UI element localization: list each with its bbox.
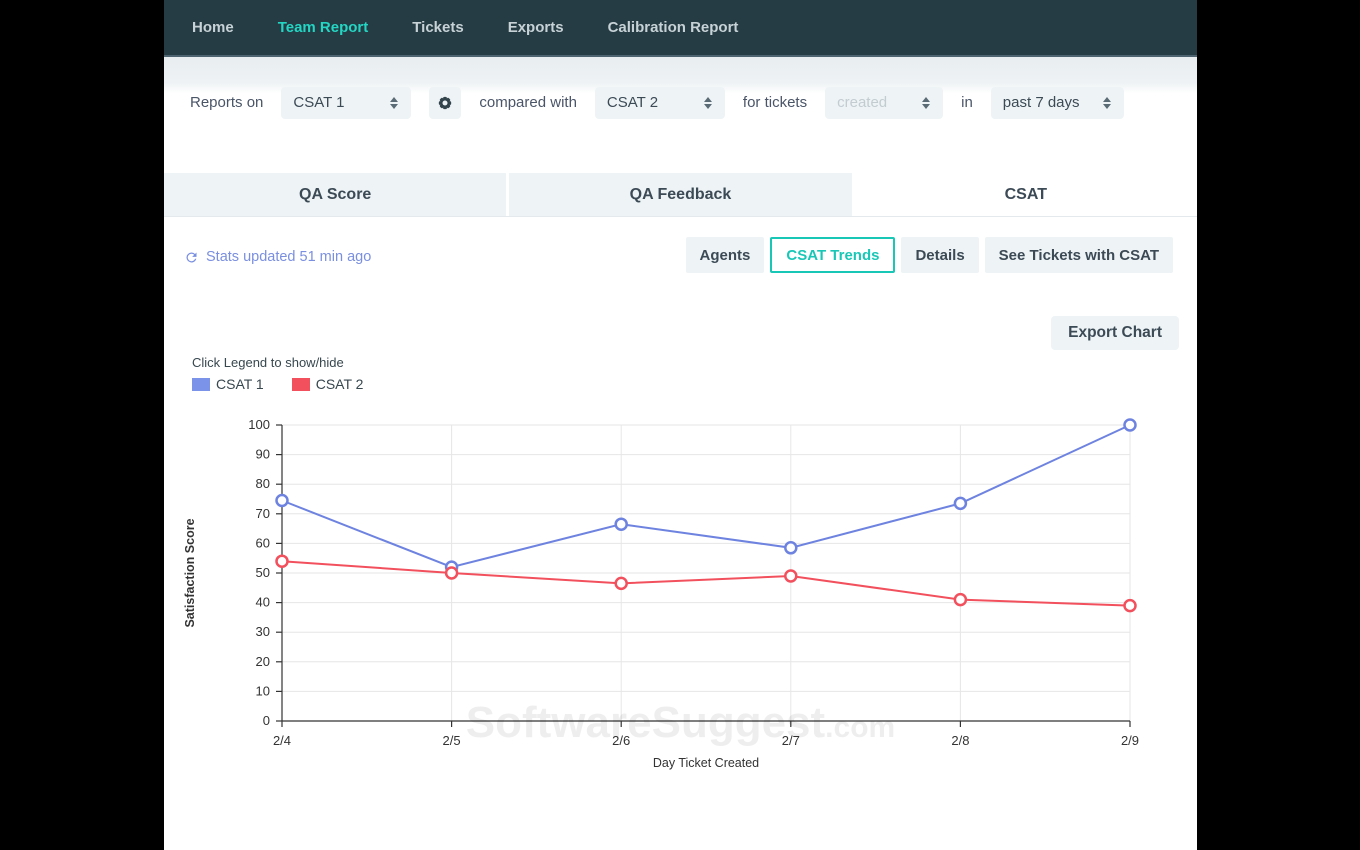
svg-text:40: 40 xyxy=(256,595,270,610)
svg-text:20: 20 xyxy=(256,654,270,669)
svg-text:Day Ticket Created: Day Ticket Created xyxy=(653,756,759,770)
svg-text:80: 80 xyxy=(256,476,270,491)
svg-text:30: 30 xyxy=(256,624,270,639)
svg-text:100: 100 xyxy=(248,417,270,432)
svg-text:90: 90 xyxy=(256,447,270,462)
svg-text:Satisfaction Score: Satisfaction Score xyxy=(183,518,197,627)
svg-text:70: 70 xyxy=(256,506,270,521)
svg-text:10: 10 xyxy=(256,683,270,698)
svg-text:50: 50 xyxy=(256,565,270,580)
svg-text:60: 60 xyxy=(256,535,270,550)
